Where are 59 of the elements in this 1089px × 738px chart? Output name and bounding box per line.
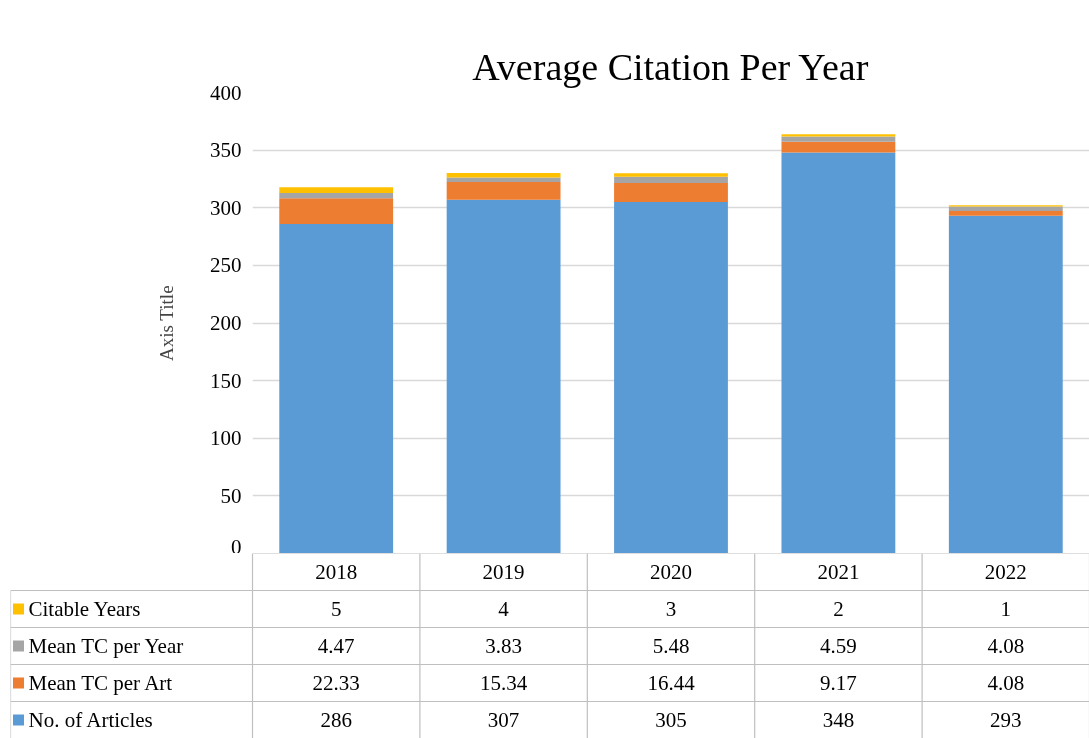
bar bbox=[446, 182, 561, 200]
data-label: 293 bbox=[990, 708, 1022, 732]
legend-label: Citable Years bbox=[28, 597, 141, 621]
bar bbox=[614, 176, 728, 184]
data-label: 2 bbox=[833, 597, 844, 621]
x-tick-label: 2022 bbox=[984, 560, 1027, 584]
bar bbox=[614, 173, 728, 177]
data-label: 1 bbox=[1000, 597, 1012, 621]
data-label: 3 bbox=[665, 597, 677, 621]
data-label: 4.59 bbox=[820, 634, 857, 658]
bar bbox=[446, 172, 561, 178]
x-tick-label: 2019 bbox=[482, 560, 525, 584]
data-label: 4 bbox=[498, 597, 510, 621]
x-tick-label: 2018 bbox=[315, 560, 358, 584]
data-label: 305 bbox=[655, 708, 687, 732]
chart-title: Average Citation Per Year bbox=[472, 45, 869, 88]
y-tick-label: 400 bbox=[210, 80, 242, 105]
bar bbox=[279, 193, 394, 199]
x-tick-label: 2020 bbox=[650, 560, 692, 584]
bar bbox=[279, 223, 394, 553]
data-label: 4.47 bbox=[317, 634, 355, 658]
y-tick-label: 350 bbox=[210, 138, 242, 163]
x-tick-label: 2021 bbox=[817, 560, 860, 584]
data-label: 16.44 bbox=[647, 671, 696, 695]
bar bbox=[279, 198, 394, 224]
legend-label: No. of Articles bbox=[28, 708, 153, 732]
data-label: 348 bbox=[822, 708, 855, 732]
data-label: 4.08 bbox=[987, 671, 1025, 695]
data-label: 4.08 bbox=[987, 634, 1025, 658]
bar bbox=[614, 201, 728, 553]
bar bbox=[948, 215, 1063, 553]
bar bbox=[446, 199, 561, 553]
y-tick-label: 150 bbox=[210, 368, 242, 393]
bar bbox=[614, 183, 728, 202]
bar bbox=[781, 141, 896, 153]
y-tick-label: 0 bbox=[231, 534, 242, 559]
bar bbox=[948, 206, 1063, 212]
data-label: 5.48 bbox=[652, 634, 690, 658]
bar bbox=[781, 152, 896, 553]
bar bbox=[446, 177, 561, 182]
data-label: 15.34 bbox=[479, 671, 528, 695]
y-tick-label: 300 bbox=[210, 195, 242, 220]
data-label: 307 bbox=[487, 708, 520, 732]
y-tick-label: 50 bbox=[220, 483, 242, 508]
bar bbox=[781, 136, 896, 142]
y-tick-label: 200 bbox=[210, 311, 242, 335]
data-label: 22.33 bbox=[312, 671, 360, 695]
data-label: 286 bbox=[320, 708, 352, 732]
data-label: 9.17 bbox=[820, 671, 857, 695]
data-label: 3.83 bbox=[485, 634, 522, 658]
data-label: 5 bbox=[330, 597, 342, 621]
legend-label: Mean TC per Year bbox=[28, 634, 184, 658]
bar bbox=[279, 187, 394, 193]
y-tick-label: 250 bbox=[210, 253, 242, 278]
y-axis-title: Axis Title bbox=[156, 285, 177, 361]
y-tick-label: 100 bbox=[210, 426, 242, 451]
legend-label: Mean TC per Art bbox=[28, 671, 173, 695]
bar bbox=[781, 134, 896, 137]
bar bbox=[948, 211, 1063, 216]
